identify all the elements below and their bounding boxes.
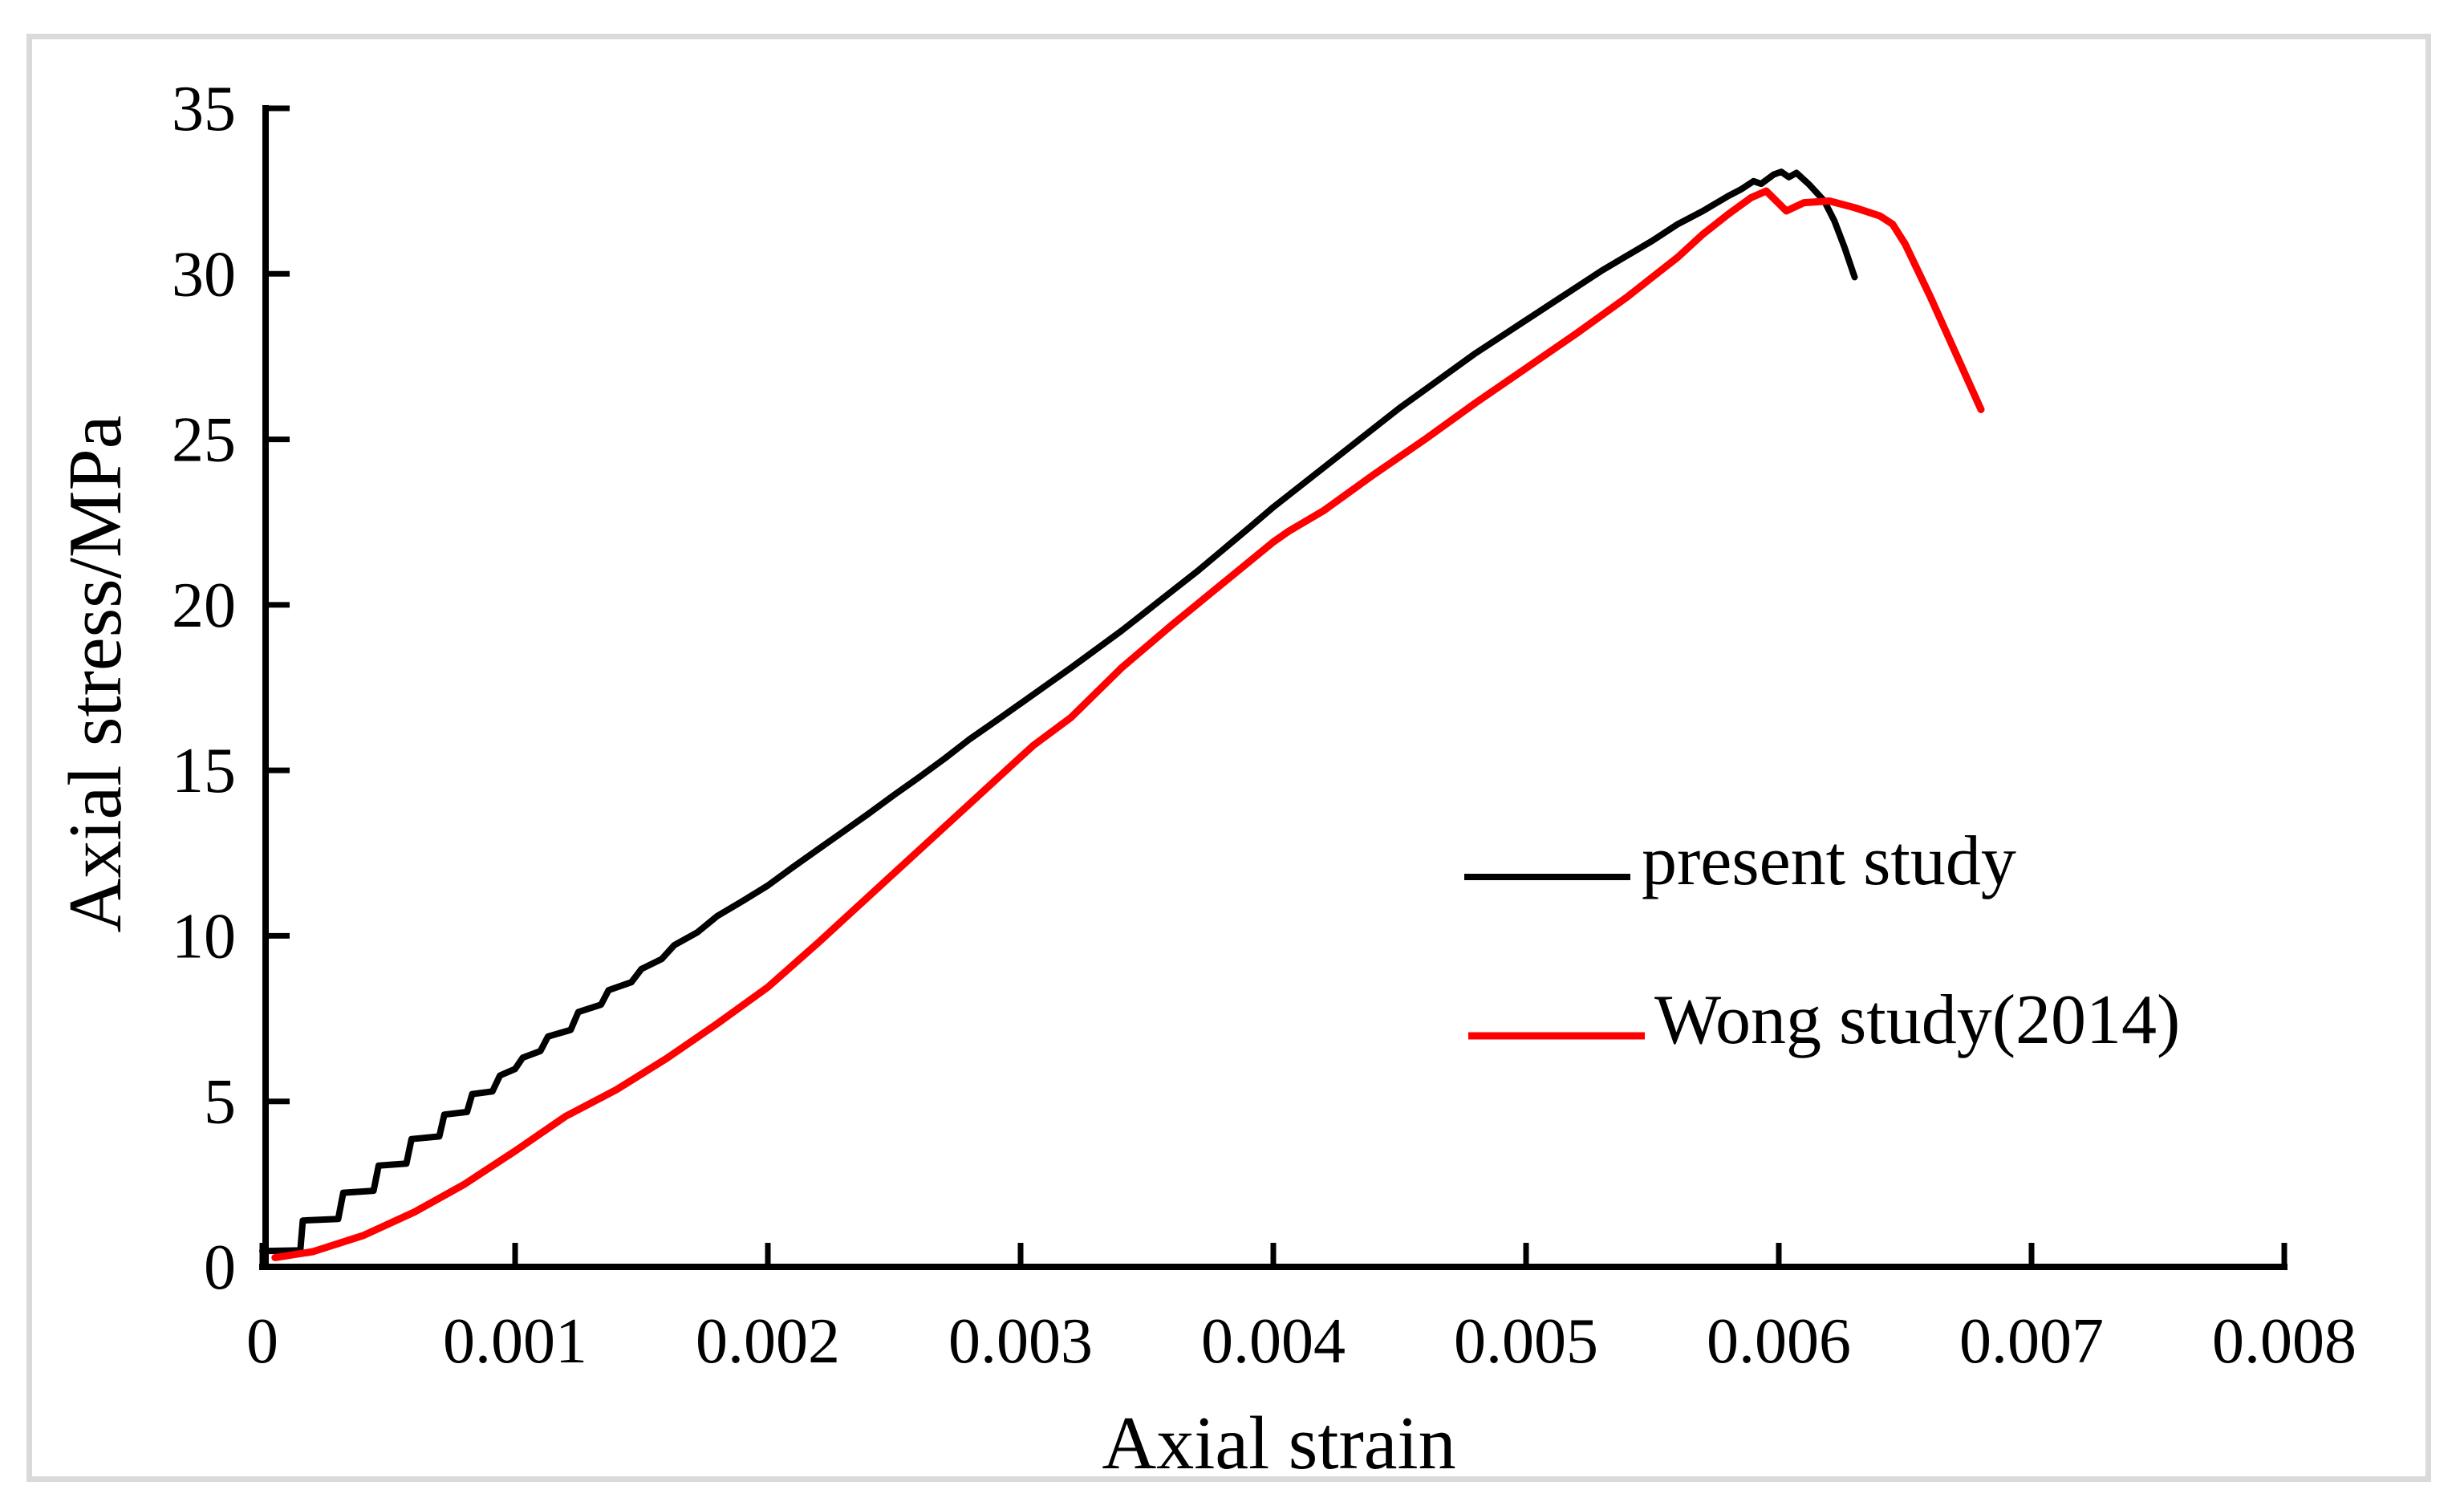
x-tick-label: 0.006: [1707, 1306, 1851, 1377]
x-tick-label: 0.005: [1454, 1306, 1598, 1377]
x-tick-labels: 0 0.001 0.002 0.003 0.004 0.005 0.006 0.007 0.00…: [246, 1306, 2356, 1377]
series-line-present-study: [259, 168, 1858, 1255]
y-tick-label: 25: [172, 405, 236, 476]
y-tick-label: 15: [172, 736, 236, 806]
y-tick-label: 5: [204, 1067, 236, 1138]
y-tick-label: 0: [204, 1232, 236, 1303]
y-axis-title: Axial stress/MPa: [54, 416, 137, 933]
y-tick-label: 10: [172, 901, 236, 972]
x-tick-label: 0.004: [1201, 1306, 1346, 1377]
x-tick-label: 0.007: [1959, 1306, 2104, 1377]
x-tick-label: 0: [246, 1306, 278, 1377]
x-tick-label: 0.002: [696, 1306, 840, 1377]
legend: present study Wong study(2014): [1464, 822, 2180, 1059]
series-lines: [259, 168, 1985, 1261]
x-tick-label: 0.003: [948, 1306, 1093, 1377]
y-tick-labels: 0 5 10 15 20 25 30 35: [172, 74, 236, 1303]
series-line-wong-study-2014: [271, 187, 1985, 1261]
x-ticks: [259, 1243, 2287, 1264]
y-ticks: [269, 105, 290, 1270]
legend-label-wong-study: Wong study(2014): [1654, 981, 2180, 1059]
y-tick-label: 30: [172, 239, 236, 310]
x-tick-label: 0.001: [443, 1306, 587, 1377]
legend-label-present-study: present study: [1642, 822, 2016, 900]
y-tick-label: 20: [172, 570, 236, 641]
x-tick-label: 0.008: [2212, 1306, 2356, 1377]
x-axis-title: Axial strain: [1102, 1402, 1455, 1485]
y-tick-label: 35: [172, 74, 236, 144]
figure-border: [26, 34, 2431, 1482]
